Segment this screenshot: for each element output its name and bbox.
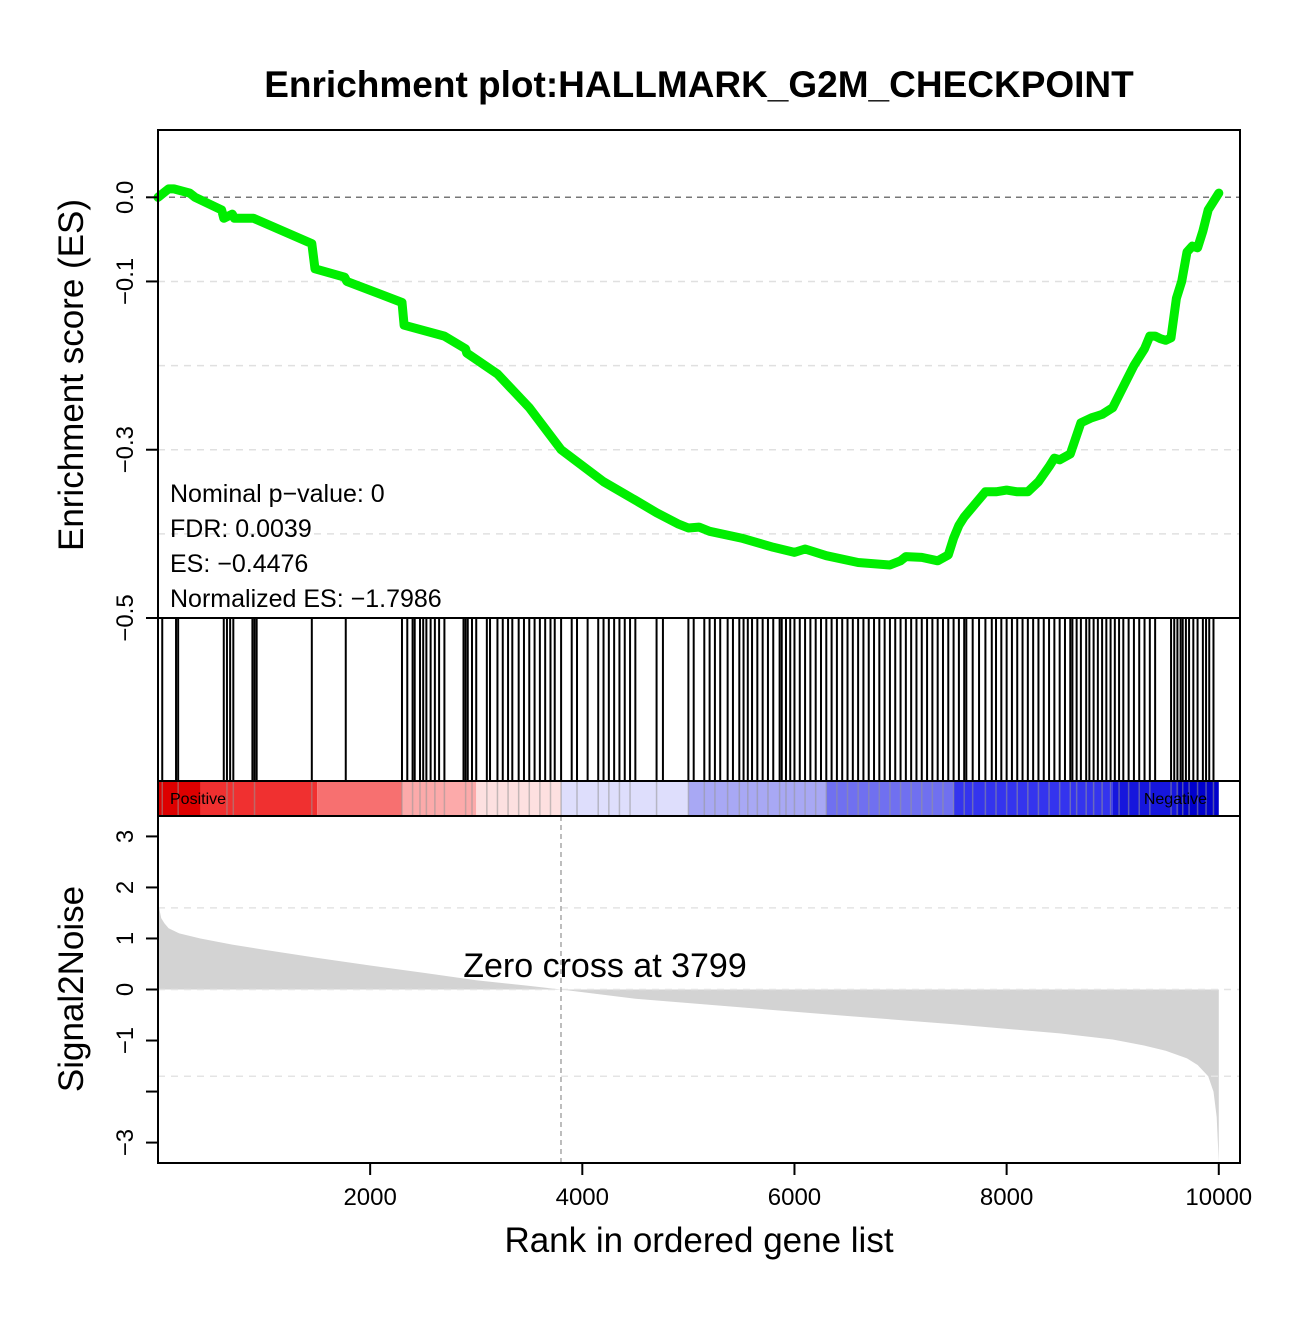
es-y-tick-label-0: 0.0 bbox=[112, 181, 139, 214]
es-stat-line-2: ES: −0.4476 bbox=[170, 550, 308, 578]
es-curve bbox=[153, 184, 1224, 570]
x-tick-label-4: 10000 bbox=[1185, 1184, 1252, 1211]
x-tick-label-2: 6000 bbox=[768, 1184, 821, 1211]
es-stat-line-0: Nominal p−value: 0 bbox=[170, 480, 385, 508]
zero-cross-label: Zero cross at 3799 bbox=[463, 947, 746, 985]
es-y-tick-label-1: −0.1 bbox=[112, 258, 139, 305]
metric-y-tick-label-0: 3 bbox=[112, 830, 139, 843]
metric-panel: Zero cross at 3799 3 2 1 0 −1 −3 bbox=[112, 815, 1241, 1164]
rank-bar-segment-3 bbox=[401, 781, 477, 816]
x-tick-label-1: 4000 bbox=[556, 1184, 609, 1211]
hits-frame bbox=[157, 617, 1241, 782]
metric-y-tick-label-4: −1 bbox=[112, 1027, 139, 1054]
rank-bar-segment-5 bbox=[560, 781, 689, 816]
x-axis: 2000 4000 6000 8000 10000 bbox=[343, 1163, 1252, 1211]
es-y-tick-label-3: −0.5 bbox=[112, 594, 139, 641]
metric-y-tick-label-5: −3 bbox=[112, 1129, 139, 1156]
es-y-axis-label: Enrichment score (ES) bbox=[52, 199, 91, 551]
metric-y-axis-label: Signal2Noise bbox=[52, 886, 91, 1092]
es-panel: 0.0 −0.1 −0.3 −0.5 Nominal p−value: 0 FDR: 0.… bbox=[112, 129, 1241, 642]
metric-y-tick-label-1: 2 bbox=[112, 881, 139, 894]
metric-area bbox=[158, 895, 1219, 1163]
es-stat-line-3: Normalized ES: −1.7986 bbox=[170, 585, 442, 613]
es-frame bbox=[157, 129, 1241, 619]
hits-panel bbox=[157, 617, 1241, 782]
rank-bar-segment-9 bbox=[1112, 781, 1177, 816]
x-tick-label-3: 8000 bbox=[980, 1184, 1033, 1211]
chart-title: Enrichment plot:HALLMARK_G2M_CHECKPOINT bbox=[264, 64, 1134, 105]
metric-y-tick-label-3: 0 bbox=[112, 983, 139, 996]
positive-label: Positive bbox=[170, 791, 226, 808]
x-axis-label: Rank in ordered gene list bbox=[504, 1221, 893, 1260]
rank-bar-segment-0 bbox=[158, 781, 201, 816]
es-stat-line-1: FDR: 0.0039 bbox=[170, 515, 312, 543]
rank-bar-segment-1 bbox=[200, 781, 318, 816]
negative-label: Negative bbox=[1144, 791, 1207, 808]
rank-bar-segment-2 bbox=[317, 781, 402, 816]
rank-colorbar: Positive Negative bbox=[157, 780, 1241, 817]
rank-bar-segment-8 bbox=[953, 781, 1113, 816]
x-tick-label-0: 2000 bbox=[343, 1184, 396, 1211]
metric-y-tick-label-2: 1 bbox=[112, 932, 139, 945]
es-y-tick-label-2: −0.3 bbox=[112, 426, 139, 473]
